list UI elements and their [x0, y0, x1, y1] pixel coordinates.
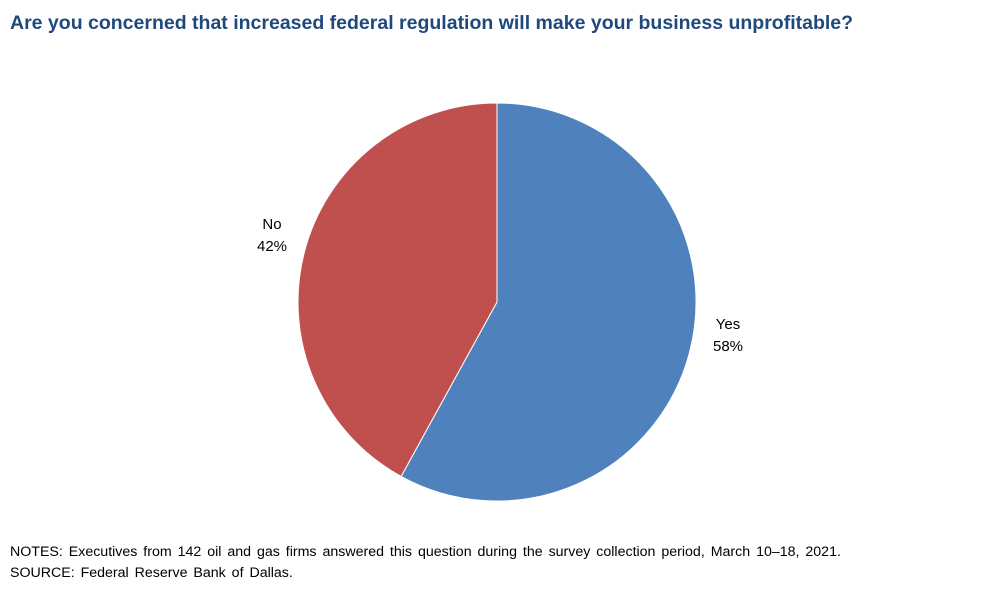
slice-label-no-name: No [262, 216, 282, 233]
slice-label-no: No 42% [242, 214, 302, 258]
slice-label-no-value: 42% [256, 238, 288, 255]
slice-label-yes-value: 58% [712, 338, 744, 355]
pie-slice-yes [400, 102, 697, 502]
source-line: SOURCE: Federal Reserve Bank of Dallas. [10, 565, 293, 581]
notes-line: NOTES: Executives from 142 oil and gas f… [10, 544, 841, 560]
slice-label-yes-name: Yes [715, 316, 741, 333]
chart-title: Are you concerned that increased federal… [10, 12, 854, 34]
slice-label-yes: Yes 58% [698, 314, 758, 358]
pie-slice-no [297, 102, 498, 478]
chart-notes: NOTES: Executives from 142 oil and gas f… [10, 542, 990, 584]
